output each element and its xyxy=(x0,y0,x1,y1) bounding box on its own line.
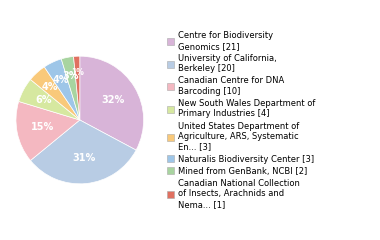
Text: 15%: 15% xyxy=(31,122,54,132)
Text: 3%: 3% xyxy=(63,71,79,81)
Text: 4%: 4% xyxy=(52,75,69,85)
Wedge shape xyxy=(80,56,144,150)
Wedge shape xyxy=(30,67,80,120)
Wedge shape xyxy=(16,102,80,161)
Wedge shape xyxy=(74,56,80,120)
Wedge shape xyxy=(30,120,136,184)
Text: 6%: 6% xyxy=(35,96,51,105)
Text: 1%: 1% xyxy=(71,68,84,77)
Text: 4%: 4% xyxy=(41,82,58,92)
Wedge shape xyxy=(19,79,80,120)
Wedge shape xyxy=(61,56,80,120)
Text: 32%: 32% xyxy=(101,95,124,105)
Text: 31%: 31% xyxy=(72,153,95,163)
Legend: Centre for Biodiversity
Genomics [21], University of California,
Berkeley [20], : Centre for Biodiversity Genomics [21], U… xyxy=(167,31,315,209)
Wedge shape xyxy=(44,59,80,120)
